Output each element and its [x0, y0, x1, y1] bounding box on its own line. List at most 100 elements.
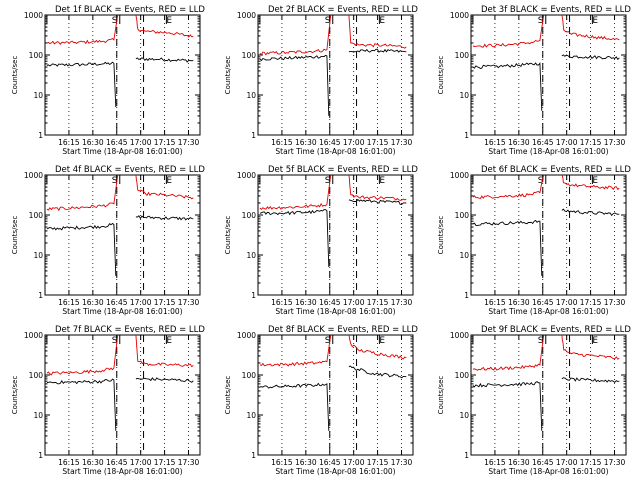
x-tick-label: 17:00: [556, 458, 578, 467]
detector-panel-4: Det 4f BLACK = Events, RED = LLD 1 10 100 10…: [11, 165, 205, 316]
x-tick-label: 16:30: [295, 458, 317, 467]
y-tick-label: 1000: [450, 11, 469, 20]
panel-title: Det 5f BLACK = Events, RED = LLD: [268, 165, 418, 175]
marker-e-label: E: [592, 176, 598, 186]
plot-frame: [44, 334, 201, 456]
series-line-events: [46, 61, 117, 108]
series-line-lld: [561, 174, 620, 191]
marker-e-label: E: [166, 336, 172, 346]
marker-s-label: S: [112, 176, 118, 186]
marker-e-label: E: [166, 16, 172, 26]
y-tick-label: 100: [455, 371, 470, 380]
x-axis-label: Start Time (18-Apr-08 16:01:00): [62, 147, 182, 156]
y-tick-label: 10: [33, 251, 43, 260]
x-tick-label: 17:00: [343, 298, 365, 307]
series-line-lld: [561, 14, 620, 41]
y-tick-label: 10: [246, 251, 256, 260]
x-tick-label: 17:00: [130, 298, 152, 307]
y-axis-label: Counts/sec: [224, 216, 232, 255]
x-tick-label: 16:45: [319, 458, 341, 467]
series-line-lld: [472, 174, 545, 200]
y-tick-label: 1000: [237, 11, 256, 20]
y-tick-label: 1000: [24, 171, 43, 180]
x-tick-label: 16:45: [106, 458, 128, 467]
series-line-events: [46, 378, 117, 431]
y-tick-label: 1000: [24, 331, 43, 340]
detector-panel-6: Det 6f BLACK = Events, RED = LLD 1 10 100 10…: [437, 165, 631, 316]
y-axis-label: Counts/sec: [224, 56, 232, 95]
x-tick-label: 16:15: [271, 298, 293, 307]
y-tick-label: 1000: [450, 171, 469, 180]
marker-s-label: S: [538, 16, 544, 26]
marker-e-label: E: [592, 336, 598, 346]
x-tick-label: 16:45: [532, 298, 554, 307]
y-tick-label: 10: [459, 411, 469, 420]
y-tick-label: 100: [29, 51, 44, 60]
x-tick-label: 17:30: [604, 138, 626, 147]
y-tick-label: 1: [464, 291, 469, 300]
panel-title: Det 2f BLACK = Events, RED = LLD: [268, 5, 418, 15]
y-axis-label: Counts/sec: [437, 56, 445, 95]
y-tick-label: 1: [251, 451, 256, 460]
x-tick-label: 16:15: [484, 458, 506, 467]
x-tick-label: 16:15: [58, 138, 80, 147]
detector-panel-3: Det 3f BLACK = Events, RED = LLD 1 10 100 10…: [437, 5, 631, 156]
plot-frame: [44, 14, 201, 136]
x-tick-label: 16:15: [271, 138, 293, 147]
series-line-events: [135, 377, 194, 383]
series-line-lld: [472, 334, 545, 371]
series-line-lld: [46, 14, 119, 46]
series-line-events: [561, 377, 620, 384]
x-tick-label: 16:30: [82, 138, 104, 147]
y-tick-label: 1000: [237, 171, 256, 180]
y-tick-label: 10: [246, 91, 256, 100]
marker-s-label: S: [112, 16, 118, 26]
y-axis-label: Counts/sec: [11, 376, 19, 415]
y-axis-label: Counts/sec: [437, 376, 445, 415]
x-axis-label: Start Time (18-Apr-08 16:01:00): [488, 467, 608, 476]
x-tick-label: 17:15: [367, 298, 389, 307]
y-tick-label: 1: [38, 131, 43, 140]
y-axis-label: Counts/sec: [224, 376, 232, 415]
panel-title: Det 3f BLACK = Events, RED = LLD: [481, 5, 631, 15]
marker-s-label: S: [538, 176, 544, 186]
series-line-lld: [348, 174, 407, 201]
series-line-events: [348, 365, 407, 379]
series-line-events: [135, 215, 194, 221]
series-line-lld: [46, 174, 119, 212]
x-tick-label: 17:00: [556, 298, 578, 307]
series-line-events: [348, 198, 407, 205]
series-line-lld: [259, 14, 332, 56]
x-tick-label: 17:15: [580, 298, 602, 307]
y-tick-label: 10: [246, 411, 256, 420]
x-tick-label: 16:45: [532, 138, 554, 147]
x-tick-label: 16:15: [58, 298, 80, 307]
marker-e-label: E: [166, 176, 172, 186]
series-line-lld: [135, 14, 194, 38]
series-line-events: [259, 209, 330, 268]
x-tick-label: 17:00: [130, 458, 152, 467]
panel-title: Det 7f BLACK = Events, RED = LLD: [55, 325, 205, 335]
marker-e-label: E: [592, 16, 598, 26]
x-tick-label: 17:15: [154, 138, 176, 147]
x-tick-label: 17:15: [154, 298, 176, 307]
x-axis-label: Start Time (18-Apr-08 16:01:00): [488, 147, 608, 156]
x-tick-label: 17:15: [580, 458, 602, 467]
detector-panel-2: Det 2f BLACK = Events, RED = LLD 1 10 100 10…: [224, 5, 418, 156]
series-line-lld: [135, 334, 194, 368]
y-tick-label: 100: [242, 371, 257, 380]
x-tick-label: 16:45: [319, 298, 341, 307]
x-axis-label: Start Time (18-Apr-08 16:01:00): [275, 467, 395, 476]
x-tick-label: 17:15: [580, 138, 602, 147]
x-tick-label: 16:30: [508, 298, 530, 307]
plot-frame: [257, 334, 414, 456]
x-tick-label: 16:15: [484, 298, 506, 307]
series-line-lld: [259, 334, 332, 367]
series-line-events: [259, 382, 330, 431]
y-tick-label: 1: [251, 131, 256, 140]
series-line-events: [135, 57, 194, 63]
series-line-lld: [472, 14, 545, 48]
series-line-lld: [348, 14, 407, 49]
y-tick-label: 1000: [24, 11, 43, 20]
